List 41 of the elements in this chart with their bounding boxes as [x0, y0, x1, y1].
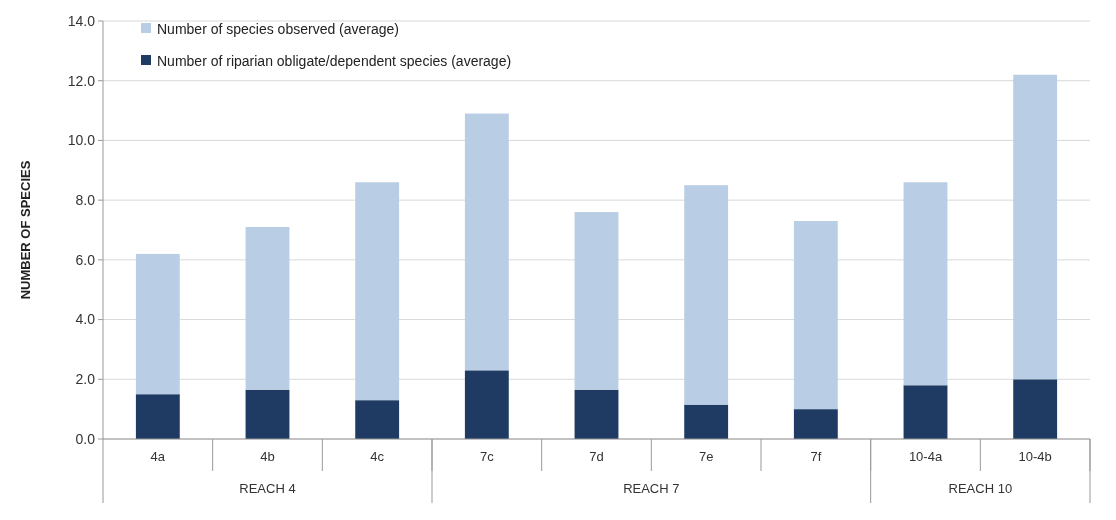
bar	[684, 404, 729, 439]
x-tick-label: 7e	[698, 449, 714, 464]
x-tick-label: 4a	[150, 449, 166, 464]
x-tick-label: 4c	[370, 449, 385, 464]
x-tick-label: 7c	[479, 449, 495, 464]
bar	[464, 370, 509, 439]
text: REACH 10	[948, 481, 1013, 496]
x-tick-label: 7f	[810, 449, 822, 464]
bar	[574, 389, 619, 439]
bar	[355, 182, 400, 401]
x-tick-label: 4b	[260, 449, 275, 464]
bar	[793, 221, 838, 410]
bar	[574, 212, 619, 390]
x-tick-label: 10-4b	[1018, 449, 1052, 464]
bar	[1013, 74, 1058, 380]
bar	[355, 400, 400, 439]
legend-label: Number of species observed (average)	[157, 20, 400, 37]
y-tick-label: 0.0	[75, 430, 96, 447]
y-tick-label: 2.0	[75, 371, 96, 388]
y-tick-label: 6.0	[75, 251, 96, 268]
y-axis-title: NUMBER OF SPECIES	[18, 160, 33, 300]
bar	[135, 394, 180, 439]
y-tick-label: 8.0	[75, 192, 96, 209]
bar	[245, 389, 290, 439]
bar	[793, 409, 838, 439]
bar	[903, 182, 948, 386]
y-tick-label: 14.0	[67, 12, 96, 29]
y-tick-label: 12.0	[67, 72, 96, 89]
bar	[684, 185, 729, 405]
bar	[464, 113, 509, 371]
y-tick-label: 4.0	[75, 311, 96, 328]
bar	[135, 253, 180, 395]
x-tick-label: 7d	[589, 449, 604, 464]
x-tick-label: 10-4a	[908, 449, 943, 464]
legend-label: Number of riparian obligate/dependent species (average)	[157, 52, 512, 69]
bar	[1013, 379, 1058, 439]
y-tick-label: 10.0	[67, 132, 96, 149]
bar	[903, 385, 948, 439]
text: REACH 7	[623, 481, 680, 496]
bar	[245, 227, 290, 390]
text: REACH 4	[239, 481, 296, 496]
